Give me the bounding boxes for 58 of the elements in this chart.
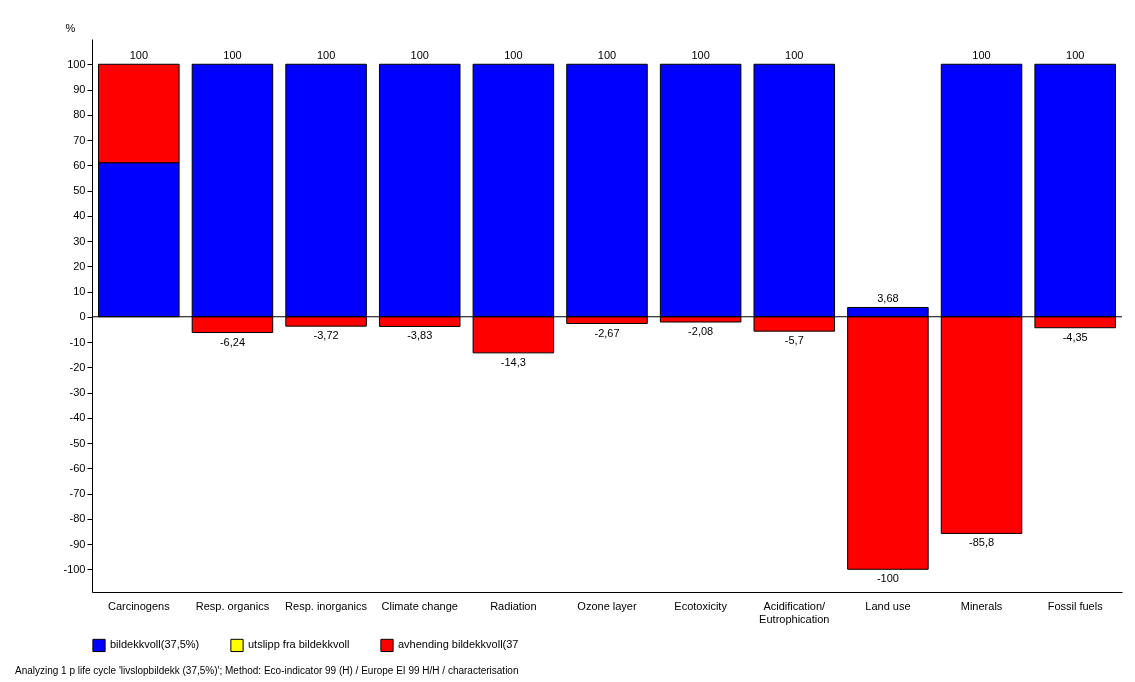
y-tick-label: -60 [69, 461, 86, 474]
y-tick-label: 0 [79, 310, 86, 323]
y-tick-label: 20 [73, 259, 86, 272]
data-label: 100 [504, 49, 523, 62]
x-tick-label: Resp. inorganics [285, 599, 368, 612]
x-tick-label: Radiation [490, 599, 537, 612]
text: Analyzing 1 p life cycle 'livslopbildekk (37,5%)'; Method: Eco-indicator 99 (H) / Europe EI 99 H/H / characterisation [14, 665, 519, 676]
y-tick-label: 30 [73, 234, 86, 247]
data-label: -5,7 [784, 334, 804, 347]
data-label: 100 [223, 49, 242, 62]
y-tick-label: -70 [69, 487, 86, 500]
x-tick-label: Fossil fuels [1047, 599, 1104, 612]
x-tick-label: Carcinogens [107, 599, 171, 612]
data-label: -100 [876, 572, 899, 585]
annotation: 100 [129, 49, 148, 62]
y-tick-label: -20 [69, 360, 86, 373]
x-tick-label: Ozone layer [577, 599, 637, 612]
y-tick-label: -30 [69, 386, 86, 399]
y-tick-label: 80 [73, 108, 86, 121]
data-label: -3,72 [313, 329, 339, 342]
legend-label: utslipp fra bildekkvoll [248, 638, 350, 651]
y-tick-label: 50 [73, 184, 86, 197]
data-label: 100 [691, 49, 710, 62]
data-label: -6,24 [219, 335, 245, 348]
data-label: -85,8 [969, 536, 995, 549]
y-axis-title: % [65, 21, 76, 34]
y-tick-label: -100 [63, 562, 86, 575]
y-tick-label: -80 [69, 512, 86, 525]
x-tick-label: Acidification/ Eutrophication [759, 599, 830, 625]
data-label: -2,08 [688, 325, 714, 338]
data-label: 100 [410, 49, 429, 62]
y-tick-label: 40 [73, 209, 86, 222]
data-label: 100 [597, 49, 617, 62]
data-label: -3,83 [407, 329, 433, 342]
y-tick-label: 70 [73, 133, 86, 146]
x-tick-label: Climate change [381, 599, 458, 612]
x-tick-label: Land use [865, 599, 911, 612]
legend-label: avhending bildekkvoll(37 [398, 638, 519, 651]
y-tick-label: -90 [69, 537, 86, 550]
x-tick-label: Minerals [960, 599, 1003, 612]
y-tick-label: -10 [69, 335, 86, 348]
y-tick-label: 90 [73, 83, 86, 95]
data-label: 100 [785, 49, 804, 62]
y-tick-label: 10 [73, 285, 86, 298]
x-tick-label: Ecotoxicity [674, 599, 728, 612]
data-label: -2,67 [594, 326, 620, 339]
y-tick-label: 60 [73, 158, 86, 171]
data-label: 100 [972, 49, 991, 62]
x-tick-label: Resp. organics [195, 599, 270, 612]
y-tick-label: 100 [67, 57, 86, 70]
data-label: -4,35 [1062, 330, 1088, 343]
legend-label: bildekkvoll(37,5%) [110, 638, 200, 651]
y-tick-label: -50 [69, 436, 86, 449]
y-tick-label: -40 [69, 411, 86, 424]
data-label: 100 [1066, 49, 1085, 62]
data-label: 100 [316, 49, 336, 62]
data-label: 3,68 [877, 292, 899, 305]
data-label: -14,3 [500, 355, 526, 368]
